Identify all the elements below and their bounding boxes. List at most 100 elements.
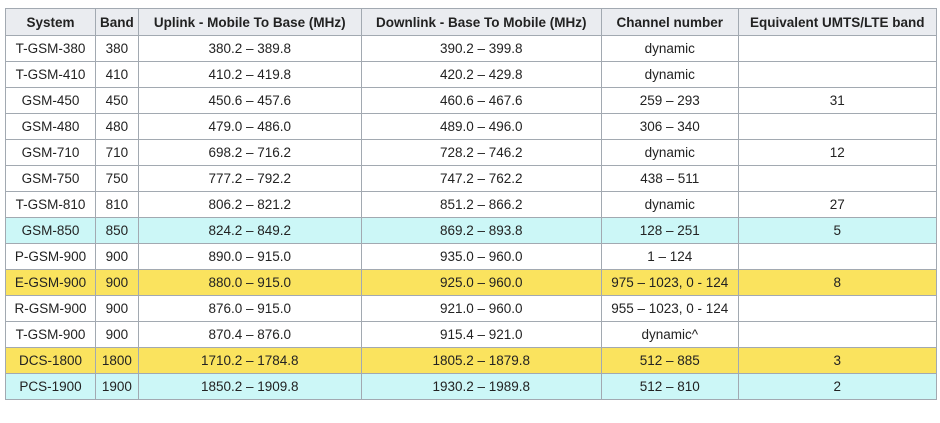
table-cell — [737, 243, 937, 270]
table-cell: 876.0 – 915.0 — [137, 295, 362, 322]
table-row: T-GSM-380 380 380.2 – 389.8 390.2 – 399.8 dy… — [5, 35, 937, 62]
table-cell: 380.2 – 389.8 — [137, 35, 362, 62]
table-cell: dynamic — [600, 191, 739, 218]
table-cell: 850 — [95, 217, 139, 244]
table-cell: DCS-1800 — [5, 347, 96, 374]
table-cell: 880.0 – 915.0 — [137, 269, 362, 296]
table-cell: 925.0 – 960.0 — [360, 269, 602, 296]
table-cell: 8 — [737, 269, 937, 296]
table-cell — [737, 113, 937, 140]
table-row: GSM-480 480 479.0 – 486.0 489.0 – 496.0 306 … — [5, 113, 937, 140]
table-cell: 900 — [95, 321, 139, 348]
table-cell: 128 – 251 — [600, 217, 739, 244]
frequency-table: System Band Uplink - Mobile To Base (MHz) D… — [5, 8, 937, 400]
table-cell: 921.0 – 960.0 — [360, 295, 602, 322]
table-cell: 306 – 340 — [600, 113, 739, 140]
table-cell: 1805.2 – 1879.8 — [360, 347, 602, 374]
table-cell: 12 — [737, 139, 937, 166]
table-cell: 806.2 – 821.2 — [137, 191, 362, 218]
table-cell: 698.2 – 716.2 — [137, 139, 362, 166]
table-row: PCS-1900 1900 1850.2 – 1909.8 1930.2 – 1989… — [5, 373, 937, 400]
table-cell: GSM-750 — [5, 165, 96, 192]
table-cell: 900 — [95, 269, 139, 296]
table-cell: 410 — [95, 61, 139, 88]
table-row: T-GSM-900 900 870.4 – 876.0 915.4 – 921.0 dy… — [5, 321, 937, 348]
table-cell: 31 — [737, 87, 937, 114]
column-header: System — [5, 8, 96, 36]
table-cell: 915.4 – 921.0 — [360, 321, 602, 348]
table-cell: 2 — [737, 373, 937, 400]
table-cell: 1900 — [95, 373, 139, 400]
table-cell: dynamic — [600, 61, 739, 88]
table-cell: 479.0 – 486.0 — [137, 113, 362, 140]
table-cell: 460.6 – 467.6 — [360, 87, 602, 114]
table-row: DCS-1800 1800 1710.2 – 1784.8 1805.2 – 1879… — [5, 347, 937, 374]
table-cell: 851.2 – 866.2 — [360, 191, 602, 218]
table-cell — [737, 165, 937, 192]
table-cell: 955 – 1023, 0 - 124 — [600, 295, 739, 322]
table-cell: T-GSM-810 — [5, 191, 96, 218]
table-cell: 824.2 – 849.2 — [137, 217, 362, 244]
table-cell: T-GSM-410 — [5, 61, 96, 88]
table-cell: GSM-450 — [5, 87, 96, 114]
table-cell: 438 – 511 — [600, 165, 739, 192]
table-cell: PCS-1900 — [5, 373, 96, 400]
table-cell: 900 — [95, 243, 139, 270]
table-cell: 27 — [737, 191, 937, 218]
table-row: GSM-710 710 698.2 – 716.2 728.2 – 746.2 dyna… — [5, 139, 937, 166]
table-cell: T-GSM-900 — [5, 321, 96, 348]
table-cell: 3 — [737, 347, 937, 374]
table-cell — [737, 61, 937, 88]
table-cell: 810 — [95, 191, 139, 218]
table-cell: 420.2 – 429.8 — [360, 61, 602, 88]
table-row: R-GSM-900 900 876.0 – 915.0 921.0 – 960.0 95… — [5, 295, 937, 322]
table-cell: 390.2 – 399.8 — [360, 35, 602, 62]
table-cell: 259 – 293 — [600, 87, 739, 114]
table-cell — [737, 295, 937, 322]
table-cell: 747.2 – 762.2 — [360, 165, 602, 192]
table-cell: 935.0 – 960.0 — [360, 243, 602, 270]
table-row: E-GSM-900 900 880.0 – 915.0 925.0 – 960.0 97… — [5, 269, 937, 296]
table-cell: 489.0 – 496.0 — [360, 113, 602, 140]
column-header: Equivalent UMTS/LTE band — [737, 8, 937, 36]
table-cell: P-GSM-900 — [5, 243, 96, 270]
table-body: T-GSM-380 380 380.2 – 389.8 390.2 – 399.8 dy… — [5, 35, 937, 400]
table-cell: GSM-850 — [5, 217, 96, 244]
table-cell — [737, 321, 937, 348]
column-header: Downlink - Base To Mobile (MHz) — [360, 8, 602, 36]
table-row: GSM-750 750 777.2 – 792.2 747.2 – 762.2 438 … — [5, 165, 937, 192]
table-cell: 1850.2 – 1909.8 — [137, 373, 362, 400]
table-cell — [737, 35, 937, 62]
header-row: System Band Uplink - Mobile To Base (MHz) D… — [5, 8, 937, 36]
table-cell: 777.2 – 792.2 — [137, 165, 362, 192]
table-row: P-GSM-900 900 890.0 – 915.0 935.0 – 960.0 1 … — [5, 243, 937, 270]
table-cell: 512 – 885 — [600, 347, 739, 374]
table-cell: 480 — [95, 113, 139, 140]
table-cell: 5 — [737, 217, 937, 244]
table-cell: 750 — [95, 165, 139, 192]
table-cell: GSM-710 — [5, 139, 96, 166]
column-header: Uplink - Mobile To Base (MHz) — [137, 8, 362, 36]
column-header: Channel number — [600, 8, 739, 36]
table-row: GSM-450 450 450.6 – 457.6 460.6 – 467.6 259 … — [5, 87, 937, 114]
table-cell: 380 — [95, 35, 139, 62]
table-cell: 869.2 – 893.8 — [360, 217, 602, 244]
table-cell: dynamic — [600, 139, 739, 166]
table-row: T-GSM-410 410 410.2 – 419.8 420.2 – 429.8 dy… — [5, 61, 937, 88]
table-cell: 410.2 – 419.8 — [137, 61, 362, 88]
table-cell: T-GSM-380 — [5, 35, 96, 62]
table-row: GSM-850 850 824.2 – 849.2 869.2 – 893.8 128 … — [5, 217, 937, 244]
table-cell: 710 — [95, 139, 139, 166]
table-cell: dynamic^ — [600, 321, 739, 348]
table-cell: 900 — [95, 295, 139, 322]
table-cell: 512 – 810 — [600, 373, 739, 400]
table-cell: GSM-480 — [5, 113, 96, 140]
table-cell: 728.2 – 746.2 — [360, 139, 602, 166]
table-cell: 1710.2 – 1784.8 — [137, 347, 362, 374]
table-row: T-GSM-810 810 806.2 – 821.2 851.2 – 866.2 dy… — [5, 191, 937, 218]
table-cell: 975 – 1023, 0 - 124 — [600, 269, 739, 296]
table-cell: 1930.2 – 1989.8 — [360, 373, 602, 400]
table-cell: 890.0 – 915.0 — [137, 243, 362, 270]
table-cell: 450.6 – 457.6 — [137, 87, 362, 114]
